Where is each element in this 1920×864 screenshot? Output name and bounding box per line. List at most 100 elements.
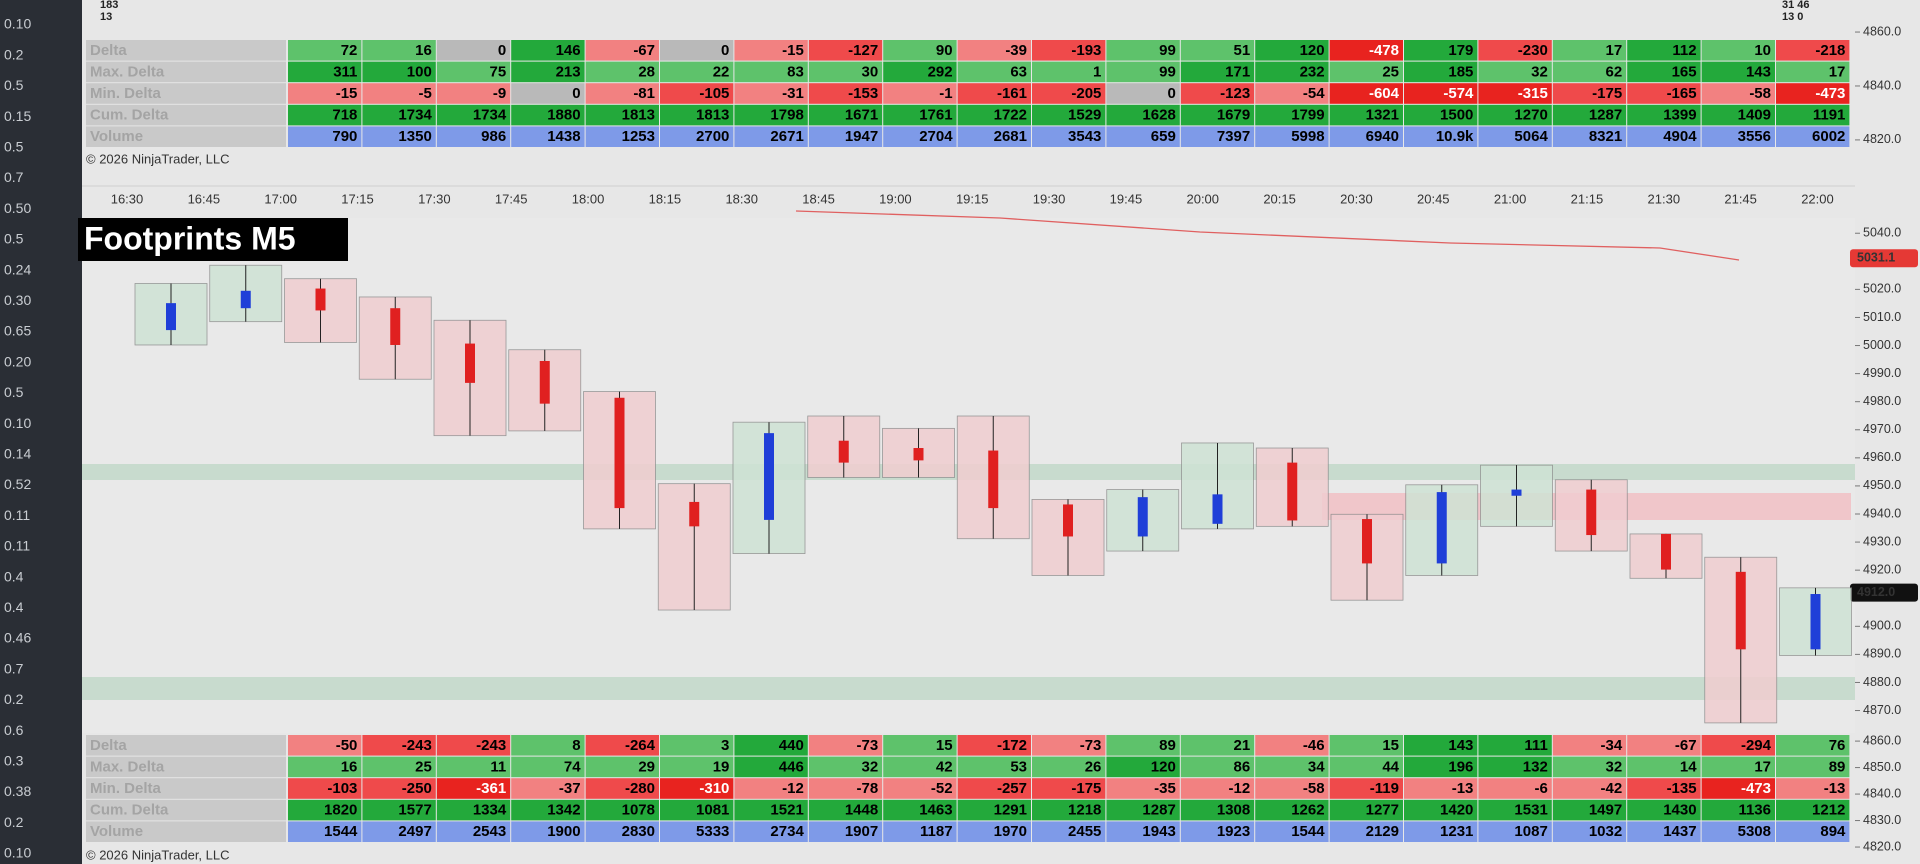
row-label-cell bbox=[86, 799, 286, 821]
cell-value: 1531 bbox=[1514, 802, 1547, 819]
row-label-cell bbox=[86, 778, 286, 799]
cell-value: 3 bbox=[721, 737, 729, 754]
y-tick-label: 4880.0 bbox=[1863, 675, 1901, 689]
sidebar-label: 0.2 bbox=[4, 691, 24, 707]
cell-value: 1734 bbox=[473, 107, 507, 124]
table-cell bbox=[1552, 778, 1627, 799]
cell-value: -54 bbox=[1303, 85, 1325, 102]
table-cell bbox=[436, 104, 511, 126]
cell-value: 1438 bbox=[547, 128, 580, 145]
table-cell bbox=[1552, 799, 1627, 821]
cell-value: -294 bbox=[1741, 737, 1772, 754]
cell-value: 8 bbox=[572, 737, 580, 754]
cell-value: 5998 bbox=[1291, 128, 1324, 145]
cell-value: 32 bbox=[1606, 758, 1623, 775]
table-cell bbox=[436, 126, 511, 147]
time-label: 19:30 bbox=[1033, 191, 1066, 206]
cell-value: 1799 bbox=[1291, 107, 1324, 124]
row-label: Max. Delta bbox=[90, 63, 165, 80]
cell-value: -172 bbox=[997, 737, 1027, 754]
table-cell bbox=[660, 756, 734, 778]
cell-value: -250 bbox=[402, 780, 432, 797]
table-cell bbox=[1478, 756, 1552, 778]
table-cell bbox=[1701, 104, 1775, 126]
cell-value: -361 bbox=[476, 780, 506, 797]
cell-value: 86 bbox=[1234, 758, 1251, 775]
cell-value: 440 bbox=[779, 737, 804, 754]
time-label: 17:15 bbox=[341, 191, 374, 206]
table-cell bbox=[288, 61, 362, 83]
table-cell bbox=[1627, 83, 1701, 104]
table-cell bbox=[660, 799, 734, 821]
table-cell bbox=[1032, 61, 1106, 83]
cell-value: -153 bbox=[848, 85, 878, 102]
table-cell bbox=[1776, 756, 1850, 778]
table-cell bbox=[957, 799, 1031, 821]
table-cell bbox=[1701, 40, 1775, 61]
table-cell bbox=[734, 83, 808, 104]
table-cell bbox=[1552, 83, 1627, 104]
candle-body bbox=[1063, 504, 1073, 537]
time-label: 18:15 bbox=[649, 191, 682, 206]
cell-value: 1820 bbox=[324, 802, 357, 819]
cell-value: -315 bbox=[1518, 85, 1548, 102]
cell-value: -574 bbox=[1443, 85, 1474, 102]
table-cell bbox=[1478, 61, 1552, 83]
y-tick-label: 4950.0 bbox=[1863, 478, 1901, 492]
candle-body bbox=[1810, 594, 1821, 650]
candle-body bbox=[1287, 462, 1298, 521]
table-cell bbox=[660, 778, 734, 799]
table-cell bbox=[1255, 821, 1329, 842]
cell-value: -264 bbox=[625, 737, 656, 754]
table-cell bbox=[1329, 799, 1403, 821]
table-cell bbox=[1180, 61, 1255, 83]
table-cell bbox=[1627, 756, 1701, 778]
cell-value: 213 bbox=[556, 63, 581, 80]
table-cell bbox=[1552, 61, 1627, 83]
sidebar-label: 0.46 bbox=[4, 630, 31, 646]
table-cell bbox=[1404, 40, 1478, 61]
table-cell bbox=[1180, 799, 1255, 821]
cell-value: -473 bbox=[1741, 780, 1771, 797]
cell-value: 292 bbox=[928, 63, 953, 80]
cell-value: -230 bbox=[1518, 42, 1548, 59]
candle-body bbox=[315, 288, 326, 311]
cell-value: 1078 bbox=[622, 802, 655, 819]
table-cell bbox=[1478, 799, 1552, 821]
table-cell bbox=[734, 799, 808, 821]
y-tick-label: 4860.0 bbox=[1863, 24, 1901, 38]
table-cell bbox=[734, 61, 808, 83]
table-cell bbox=[585, 756, 659, 778]
cell-value: 1734 bbox=[398, 107, 432, 124]
table-cell bbox=[1478, 778, 1552, 799]
candle-body bbox=[838, 440, 849, 463]
table-cell bbox=[660, 104, 734, 126]
table-cell bbox=[1627, 778, 1701, 799]
table-cell bbox=[808, 40, 883, 61]
table-cell bbox=[1776, 735, 1850, 756]
table-cell bbox=[883, 104, 957, 126]
table-cell bbox=[362, 821, 436, 842]
table-cell bbox=[957, 61, 1031, 83]
time-label: 21:45 bbox=[1724, 191, 1757, 206]
table-cell bbox=[1032, 40, 1106, 61]
table-cell bbox=[734, 778, 808, 799]
cell-value: -135 bbox=[1667, 780, 1697, 797]
cell-value: 1448 bbox=[845, 802, 878, 819]
table-cell bbox=[1329, 104, 1403, 126]
table-cell bbox=[1329, 83, 1403, 104]
table-cell bbox=[957, 104, 1031, 126]
table-cell bbox=[1255, 756, 1329, 778]
table-cell bbox=[1478, 126, 1552, 147]
table-cell bbox=[436, 735, 511, 756]
table-cell bbox=[957, 126, 1031, 147]
cell-value: -205 bbox=[1071, 85, 1101, 102]
cell-value: 1308 bbox=[1217, 802, 1250, 819]
candle-body bbox=[689, 501, 700, 527]
table-cell bbox=[511, 104, 585, 126]
table-cell bbox=[660, 61, 734, 83]
sidebar-label: 0.52 bbox=[4, 476, 31, 492]
table-cell bbox=[585, 83, 659, 104]
candle-body bbox=[390, 308, 401, 345]
left-sidebar bbox=[0, 0, 82, 864]
